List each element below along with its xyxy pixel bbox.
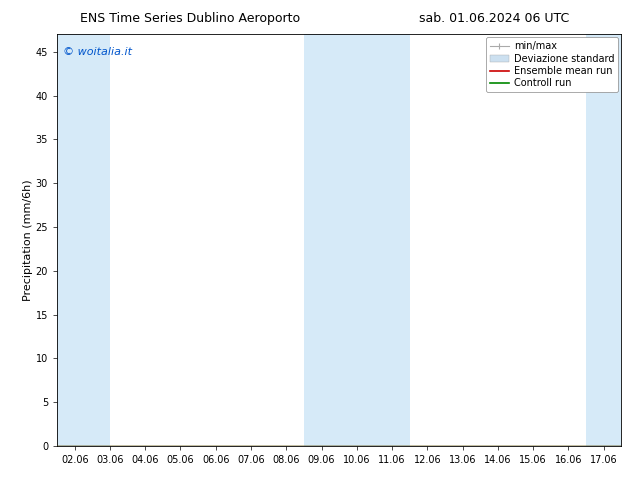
Bar — [304, 34, 410, 446]
Bar — [57, 34, 110, 446]
Legend: min/max, Deviazione standard, Ensemble mean run, Controll run: min/max, Deviazione standard, Ensemble m… — [486, 37, 618, 92]
Bar — [586, 34, 621, 446]
Y-axis label: Precipitation (mm/6h): Precipitation (mm/6h) — [23, 179, 33, 301]
Text: ENS Time Series Dublino Aeroporto: ENS Time Series Dublino Aeroporto — [80, 12, 301, 25]
Text: sab. 01.06.2024 06 UTC: sab. 01.06.2024 06 UTC — [420, 12, 569, 25]
Text: © woitalia.it: © woitalia.it — [63, 47, 132, 57]
